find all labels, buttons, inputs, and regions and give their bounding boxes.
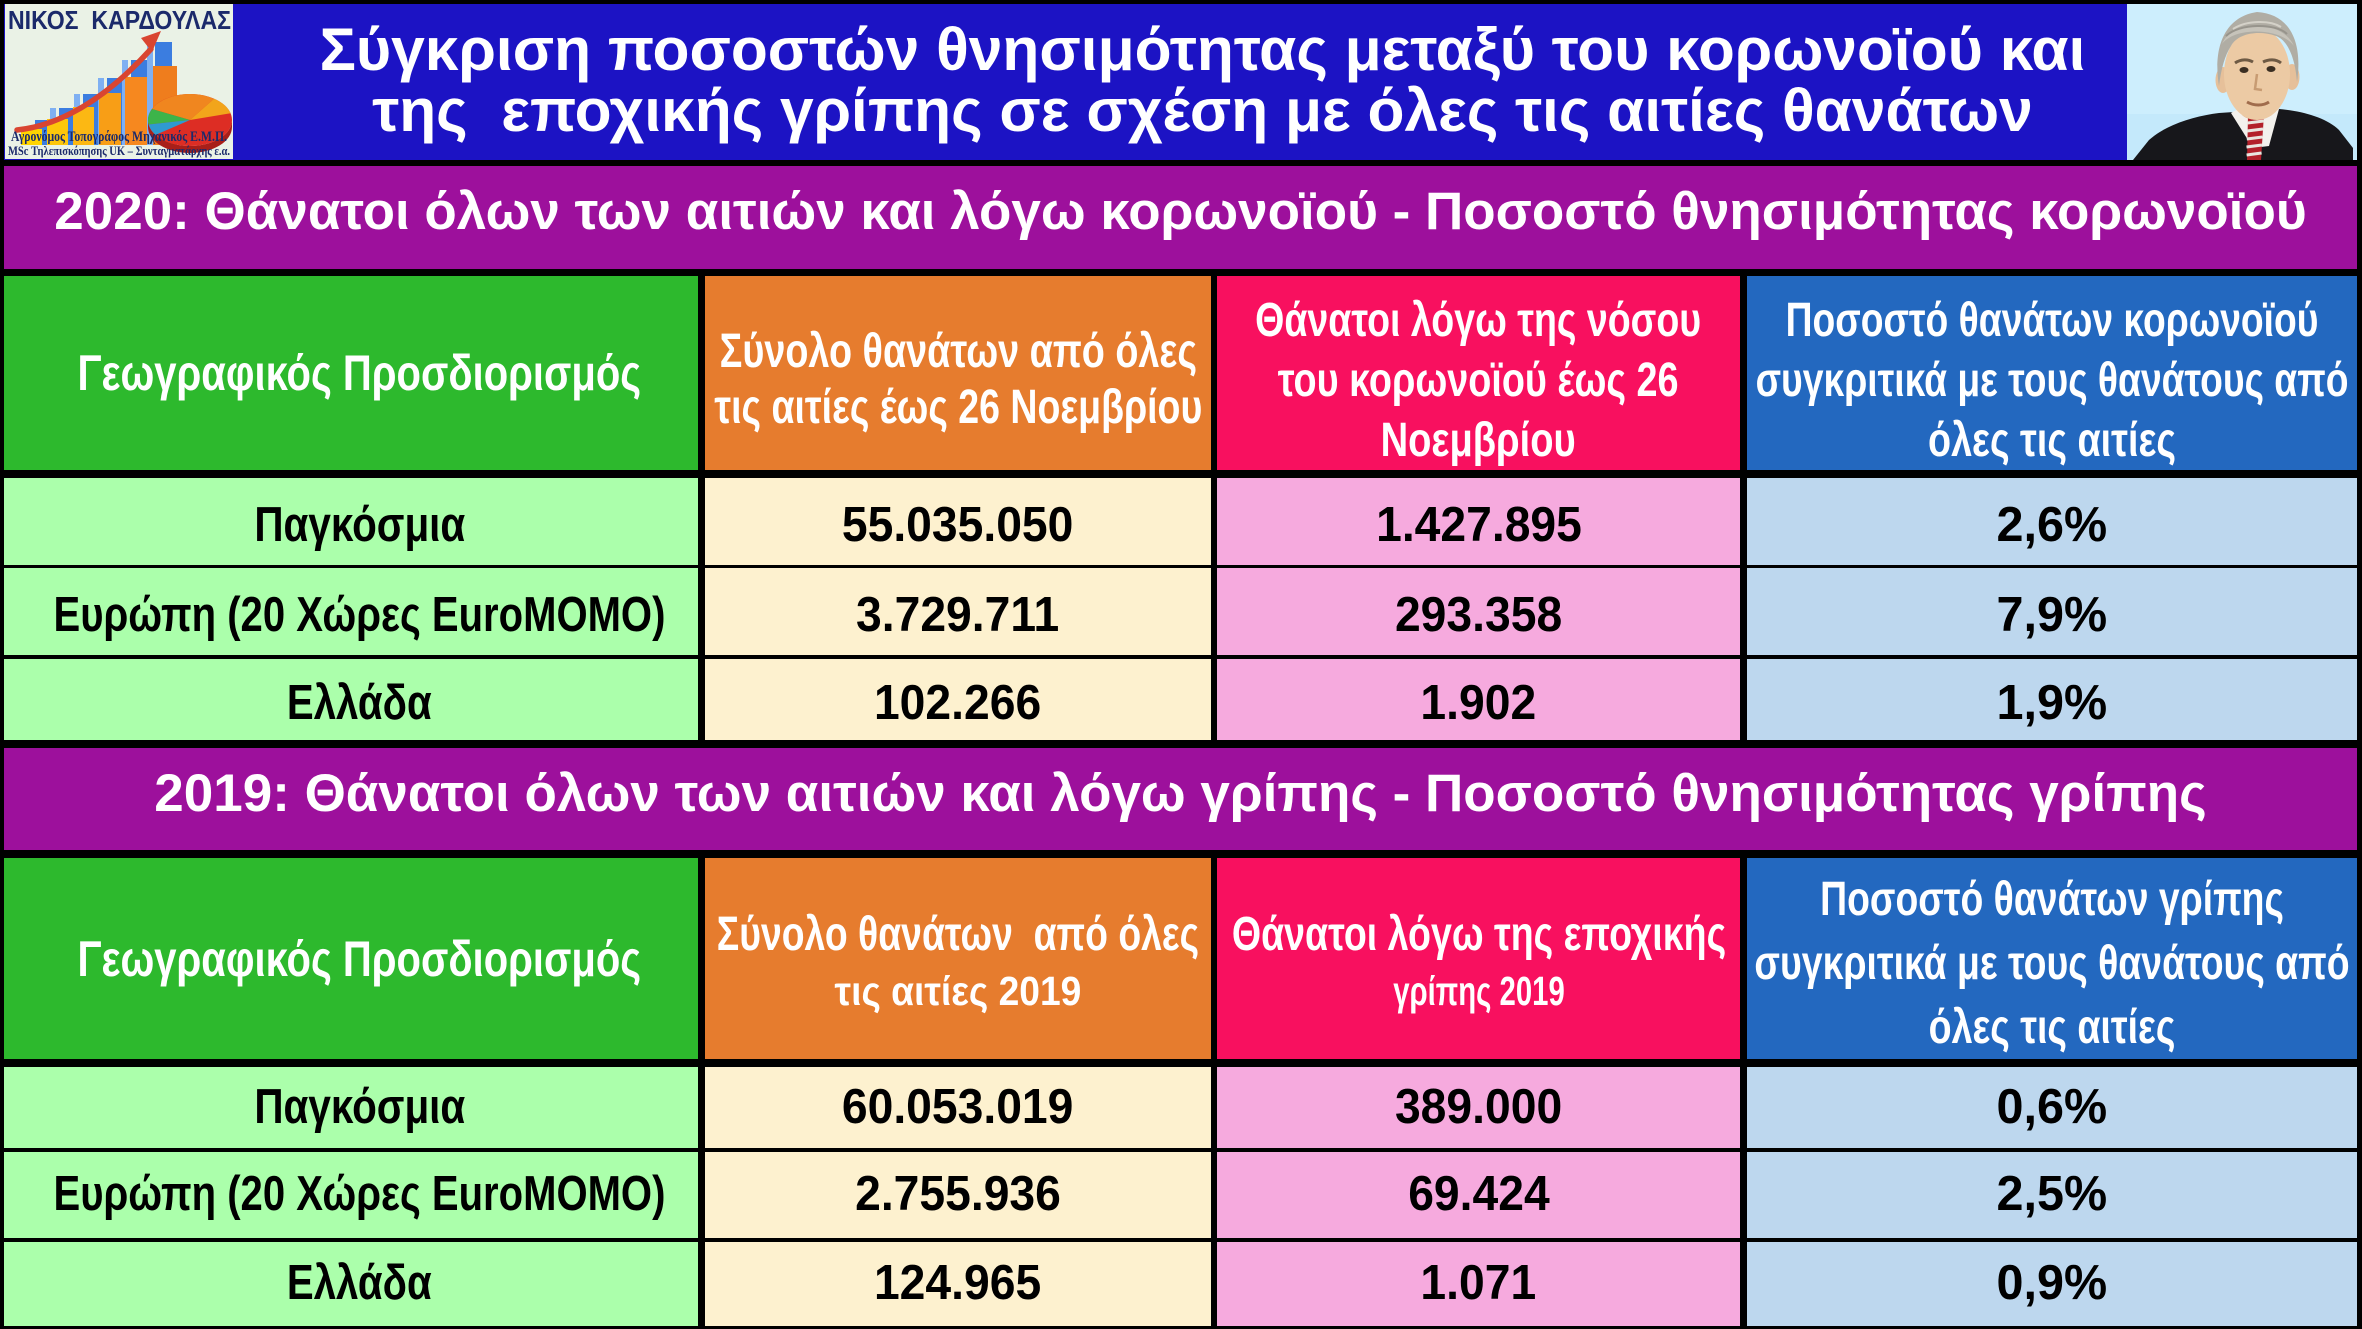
svg-text:ΝΙΚΟΣ ΚΑΡΔΟΥΛΑΣ: ΝΙΚΟΣ ΚΑΡΔΟΥΛΑΣ [8,5,231,35]
svg-text:Αγρονόμος Τοπογράφος Μηχανικός: Αγρονόμος Τοπογράφος Μηχανικός Ε.Μ.Π. [11,129,227,145]
svg-text:MSc Τηλεπισκόπησης UK – Συνταγ: MSc Τηλεπισκόπησης UK – Συνταγματάρχης ε… [8,143,230,158]
